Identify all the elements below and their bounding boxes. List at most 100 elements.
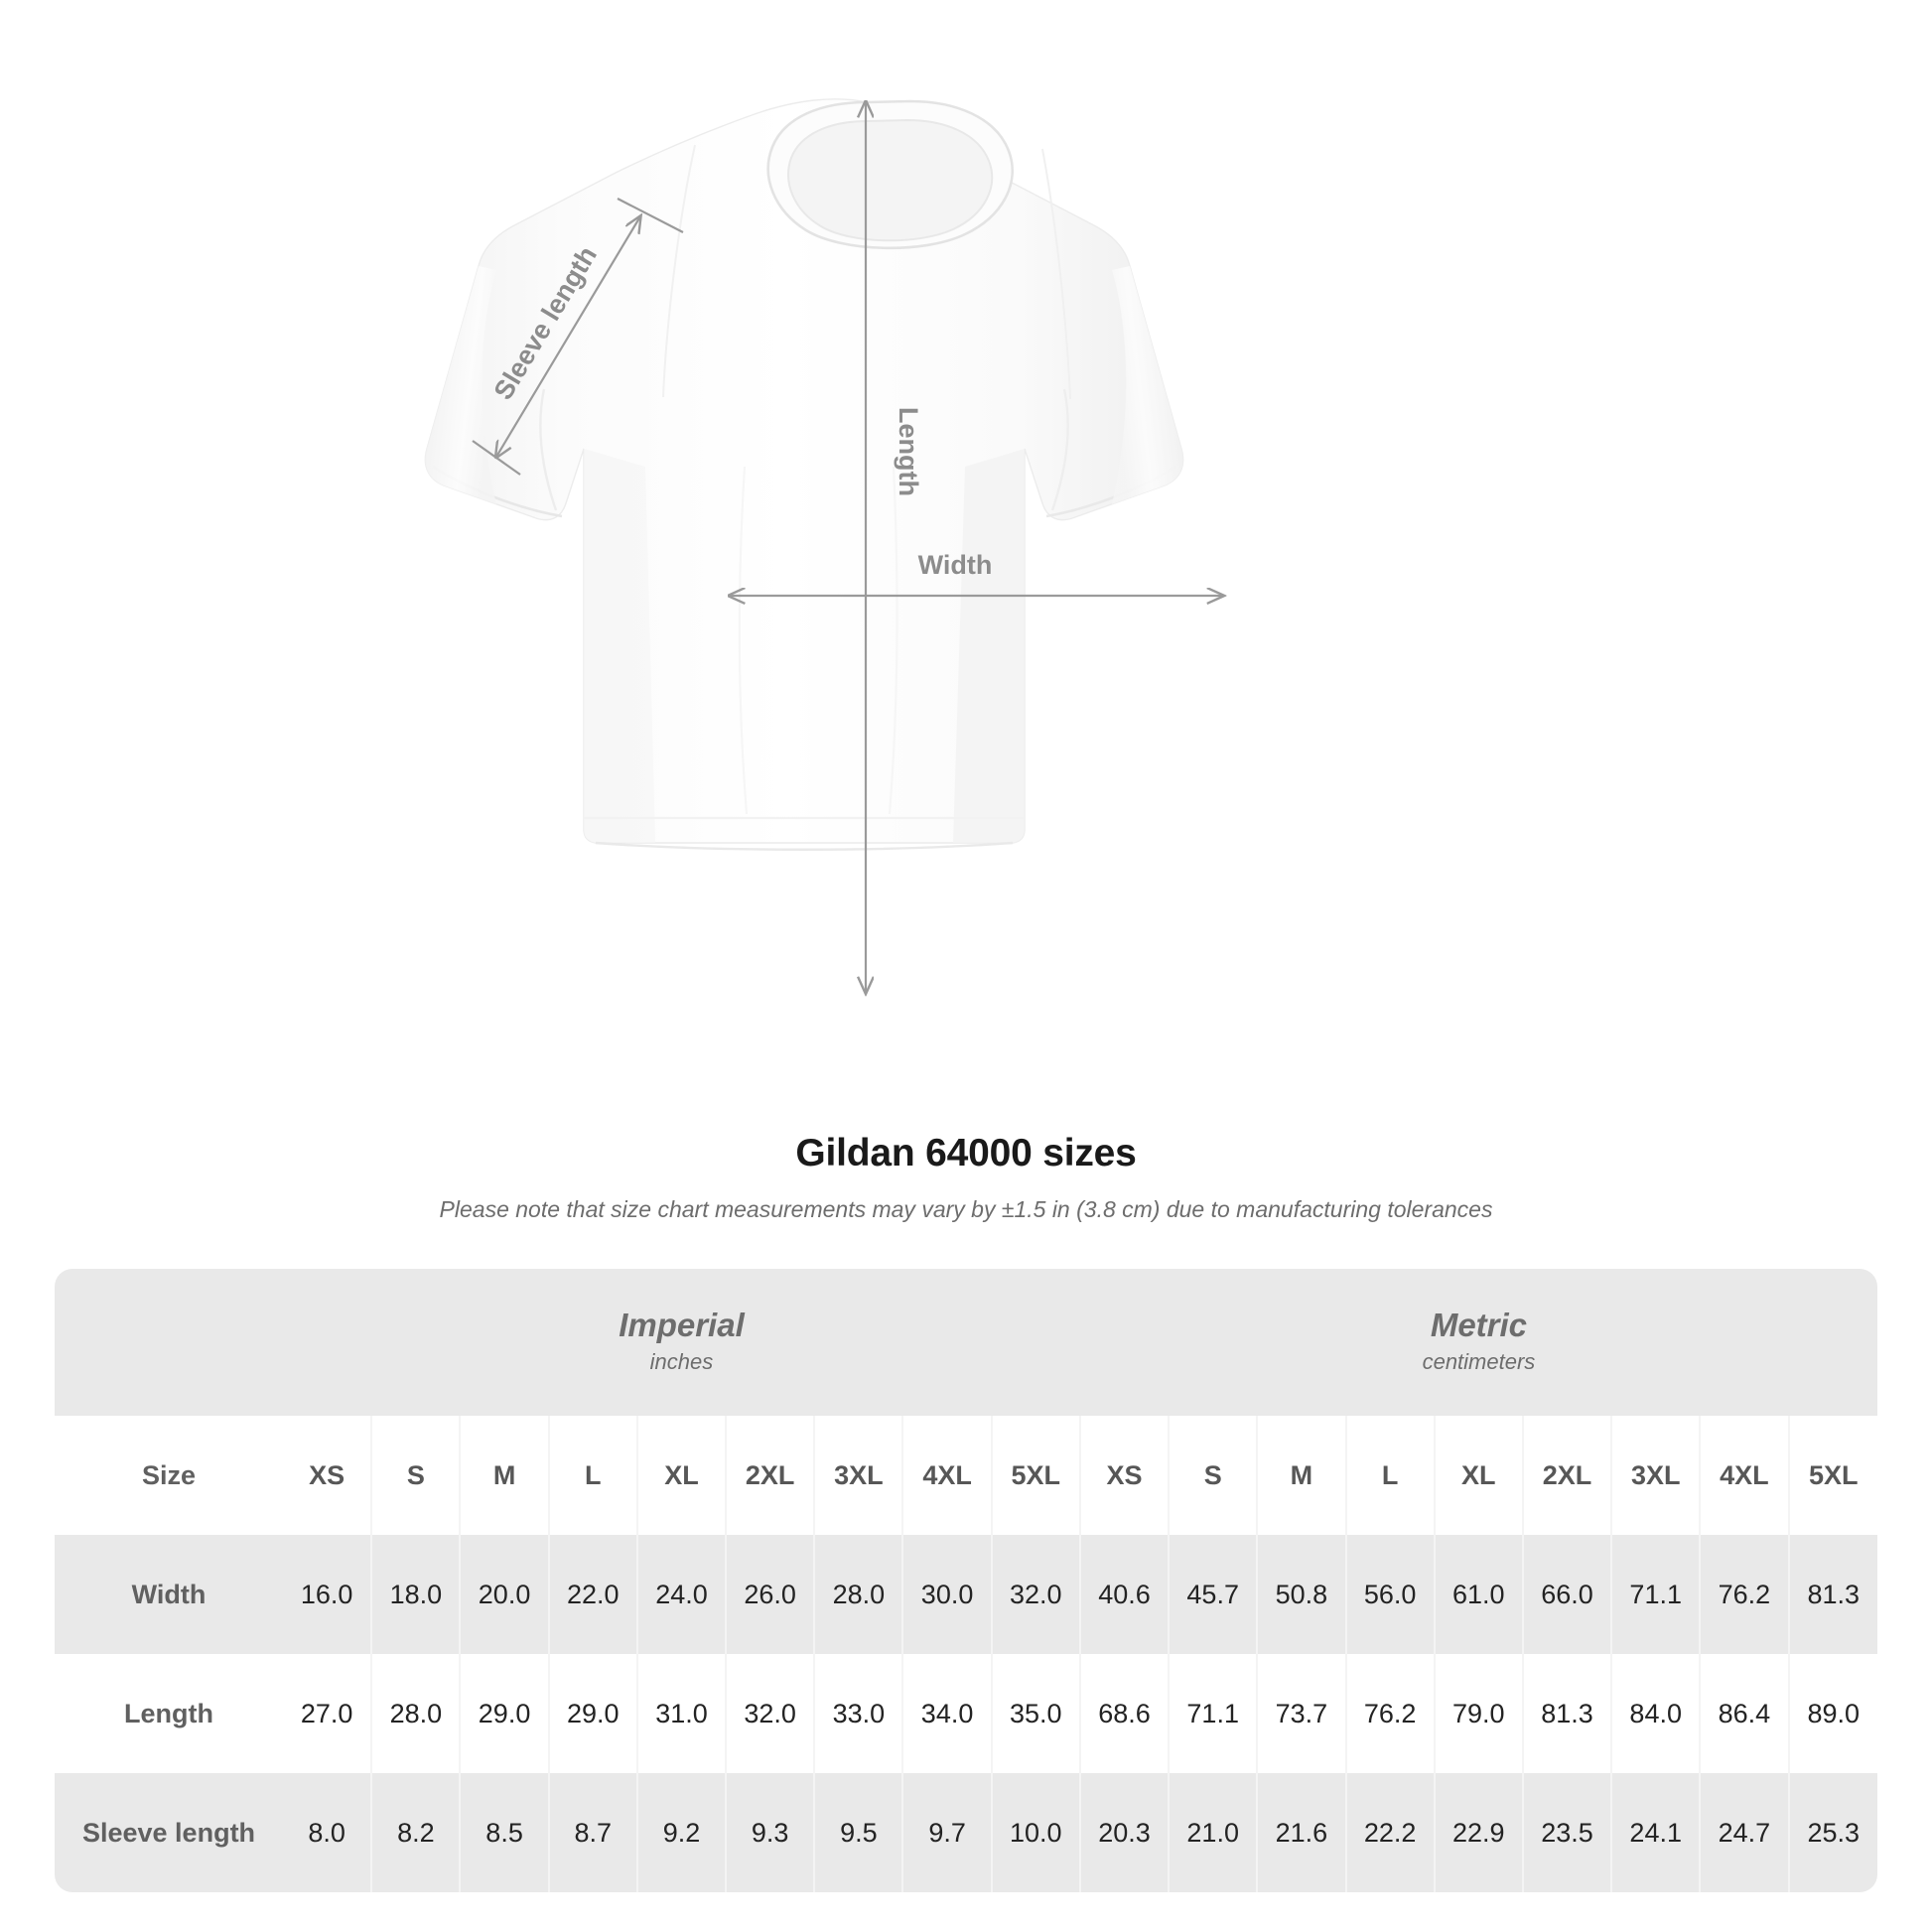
unit-subtitle: inches (649, 1349, 714, 1375)
measurement-cell: 28.0 (813, 1535, 904, 1654)
tshirt-illustration (424, 98, 1184, 851)
measurement-cell: 9.5 (813, 1773, 904, 1892)
measurement-cell: 26.0 (725, 1535, 816, 1654)
size-header-cell: 2XL (1521, 1416, 1613, 1535)
page-title: Gildan 64000 sizes (795, 1132, 1137, 1174)
sleeve-length-dimension-line (496, 216, 640, 457)
measurement-cell: 35.0 (990, 1654, 1081, 1773)
measurement-cell: 9.7 (901, 1773, 993, 1892)
size-header-cell: 4XL (901, 1416, 993, 1535)
tshirt-diagram: Length Width Sleeve length (424, 98, 1932, 1112)
measurement-cell: 8.5 (459, 1773, 550, 1892)
measurement-cell: 20.3 (1078, 1773, 1171, 1892)
measurement-cell: 21.6 (1256, 1773, 1347, 1892)
row-label-size: Size (55, 1416, 284, 1535)
measurement-cell: 29.0 (459, 1654, 550, 1773)
measurement-cell: 81.3 (1521, 1654, 1613, 1773)
measurement-cell: 32.0 (990, 1535, 1081, 1654)
measurement-cell: 73.7 (1256, 1654, 1347, 1773)
measurement-cell: 8.2 (370, 1773, 462, 1892)
measurement-cell: 8.7 (547, 1773, 638, 1892)
measurement-cell: 71.1 (1610, 1535, 1702, 1654)
table-row: Sleeve length 8.0 8.2 8.5 8.7 9.2 9.3 9.5 9.7 10.… (55, 1773, 1877, 1892)
measurement-cell: 66.0 (1521, 1535, 1613, 1654)
measurement-cell: 81.3 (1787, 1535, 1877, 1654)
unit-header-row: Imperial inches Metric centimeters (55, 1269, 1877, 1416)
measurement-cell: 71.1 (1168, 1654, 1259, 1773)
table-row: Length 27.0 28.0 29.0 29.0 31.0 32.0 33.0 34.0 35… (55, 1654, 1877, 1773)
row-label-sleeve-length: Sleeve length (55, 1773, 284, 1892)
size-table-container: Imperial inches Metric centimeters Size XS S M L… (55, 1269, 1877, 1892)
measurement-cell: 50.8 (1256, 1535, 1347, 1654)
measurement-cell: 9.3 (725, 1773, 816, 1892)
measurement-cell: 33.0 (813, 1654, 904, 1773)
unit-name: Metric (1430, 1306, 1528, 1343)
measurement-cell: 30.0 (901, 1535, 993, 1654)
size-header-cell: 3XL (813, 1416, 904, 1535)
measurement-cell: 22.2 (1344, 1773, 1436, 1892)
size-header-cell: L (547, 1416, 638, 1535)
measurement-cell: 31.0 (635, 1654, 728, 1773)
measurement-cell: 34.0 (901, 1654, 993, 1773)
measurement-cell: 27.0 (283, 1654, 373, 1773)
measurement-cell: 56.0 (1344, 1535, 1436, 1654)
size-header-cell: 5XL (1787, 1416, 1877, 1535)
measurement-cell: 24.1 (1610, 1773, 1702, 1892)
measurement-cell: 29.0 (547, 1654, 638, 1773)
unit-header-metric: Metric centimeters (1079, 1269, 1877, 1416)
measurement-cell: 68.6 (1078, 1654, 1171, 1773)
measurement-cell: 21.0 (1168, 1773, 1259, 1892)
size-header-cell: XL (635, 1416, 728, 1535)
sleeve-tick-bottom (472, 440, 521, 476)
size-header-row: Size XS S M L XL 2XL 3XL 4XL 5XL XS S M L XL 2XL 3XL 4XL 5… (55, 1416, 1877, 1535)
size-header-cell: M (1256, 1416, 1347, 1535)
measurement-cell: 25.3 (1787, 1773, 1877, 1892)
row-label-length: Length (55, 1654, 284, 1773)
size-header-cell: XL (1433, 1416, 1524, 1535)
length-label: Length (894, 407, 923, 496)
measurement-cell: 24.7 (1699, 1773, 1790, 1892)
size-header-cell: M (459, 1416, 550, 1535)
measurement-cell: 23.5 (1521, 1773, 1613, 1892)
size-header-cell: 5XL (990, 1416, 1081, 1535)
size-header-cell: XS (1078, 1416, 1171, 1535)
size-table: Imperial inches Metric centimeters Size XS S M L… (55, 1269, 1877, 1892)
measurement-cell: 76.2 (1344, 1654, 1436, 1773)
table-row: Width 16.0 18.0 20.0 22.0 24.0 26.0 28.0 30.0 32.… (55, 1535, 1877, 1654)
sleeve-tick-top (617, 198, 684, 233)
measurement-cell: 16.0 (283, 1535, 373, 1654)
measurement-cell: 76.2 (1699, 1535, 1790, 1654)
measurement-lines (472, 102, 1223, 993)
unit-header-imperial: Imperial inches (283, 1269, 1080, 1416)
size-header-cell: 4XL (1699, 1416, 1790, 1535)
size-header-cell: S (1168, 1416, 1259, 1535)
measurement-cell: 89.0 (1787, 1654, 1877, 1773)
unit-subtitle: centimeters (1422, 1349, 1536, 1375)
size-header-cell: 2XL (725, 1416, 816, 1535)
measurement-cell: 22.0 (547, 1535, 638, 1654)
measurement-cell: 32.0 (725, 1654, 816, 1773)
tolerance-note: Please note that size chart measurements… (439, 1196, 1493, 1222)
unit-name: Imperial (619, 1306, 745, 1343)
unit-header-spacer (55, 1269, 284, 1416)
size-header-cell: S (370, 1416, 462, 1535)
measurement-cell: 45.7 (1168, 1535, 1259, 1654)
size-header-cell: XS (283, 1416, 373, 1535)
size-header-cell: 3XL (1610, 1416, 1702, 1535)
measurement-cell: 84.0 (1610, 1654, 1702, 1773)
measurement-cell: 8.0 (283, 1773, 373, 1892)
measurement-cell: 28.0 (370, 1654, 462, 1773)
measurement-cell: 22.9 (1433, 1773, 1524, 1892)
measurement-cell: 20.0 (459, 1535, 550, 1654)
measurement-cell: 86.4 (1699, 1654, 1790, 1773)
measurement-cell: 10.0 (990, 1773, 1081, 1892)
measurement-cell: 18.0 (370, 1535, 462, 1654)
row-label-width: Width (55, 1535, 284, 1654)
measurement-cell: 40.6 (1078, 1535, 1171, 1654)
size-header-cell: L (1344, 1416, 1436, 1535)
measurement-cell: 61.0 (1433, 1535, 1524, 1654)
width-label: Width (918, 550, 993, 580)
measurement-cell: 24.0 (635, 1535, 728, 1654)
measurement-cell: 79.0 (1433, 1654, 1524, 1773)
